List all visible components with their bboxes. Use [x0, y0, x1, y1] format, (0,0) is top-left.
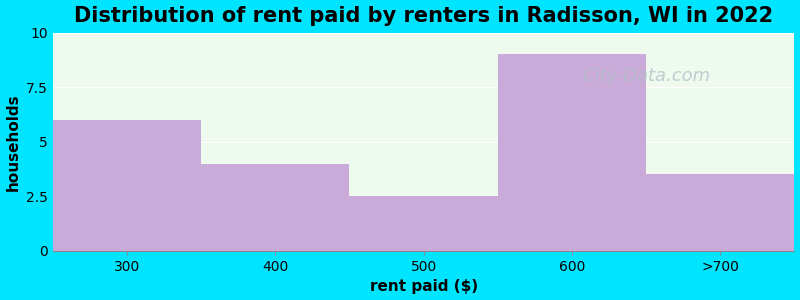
- Bar: [53, 120, 201, 251]
- Bar: [350, 196, 498, 251]
- Y-axis label: households: households: [6, 93, 21, 190]
- Bar: [498, 55, 646, 251]
- Title: Distribution of rent paid by renters in Radisson, WI in 2022: Distribution of rent paid by renters in …: [74, 6, 774, 26]
- X-axis label: rent paid ($): rent paid ($): [370, 279, 478, 294]
- Bar: [646, 175, 794, 251]
- Text: City-Data.com: City-Data.com: [582, 67, 710, 85]
- Bar: [201, 164, 350, 251]
